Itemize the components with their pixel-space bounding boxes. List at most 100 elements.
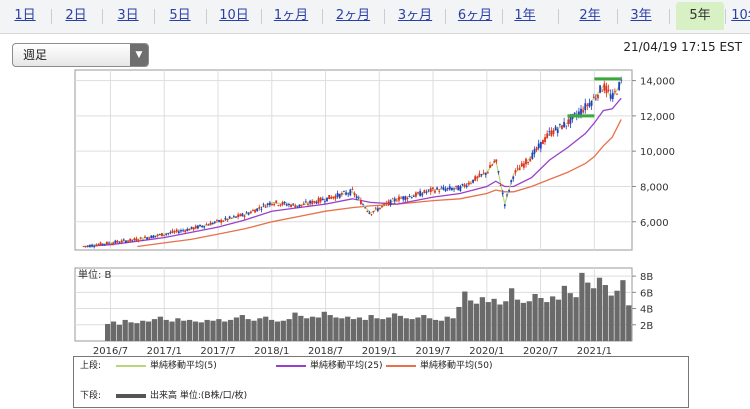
candle-body xyxy=(279,204,282,206)
candle-body xyxy=(510,180,513,182)
tab-3ヶ月[interactable]: 3ヶ月 xyxy=(397,8,433,23)
candle-body xyxy=(129,238,132,242)
volume-bar xyxy=(450,318,456,341)
candle-body xyxy=(133,238,136,240)
candle-body xyxy=(177,231,180,234)
x-tick-label: 2018/1 xyxy=(254,346,289,357)
tab-2日[interactable]: 2日 xyxy=(65,8,87,23)
volume-bar xyxy=(128,322,134,341)
candle-body xyxy=(89,245,91,248)
candle-body xyxy=(493,161,496,163)
dropdown-arrow-icon[interactable]: ▼ xyxy=(130,44,148,66)
candle-body xyxy=(578,111,580,116)
candle-body xyxy=(374,207,377,209)
candle-body xyxy=(427,189,430,191)
tab-5年[interactable]: 5年 xyxy=(676,2,724,30)
candle-body xyxy=(565,125,568,127)
volume-unit-label: 単位: B xyxy=(78,268,112,281)
volume-bar xyxy=(555,299,562,341)
x-tick-label: 2019/7 xyxy=(415,346,450,357)
candle-body xyxy=(385,203,388,205)
candle-body xyxy=(421,193,424,196)
candle-body xyxy=(338,193,341,198)
candle-body xyxy=(381,205,383,207)
candle-body xyxy=(243,215,246,218)
candle-body xyxy=(86,245,89,247)
legend-upper-label: 上段: xyxy=(80,361,102,371)
price-y-tick-label: 12,000 xyxy=(640,112,675,123)
candle-body xyxy=(503,204,506,207)
tab-1年[interactable]: 1年 xyxy=(514,8,536,23)
candle-body xyxy=(383,203,386,205)
candle-body xyxy=(266,203,269,205)
candle-body xyxy=(533,149,536,154)
volume-bar xyxy=(380,319,386,341)
candle-body xyxy=(239,214,242,217)
candle-body xyxy=(103,244,106,246)
candle-body xyxy=(480,174,483,175)
volume-bar xyxy=(561,285,567,341)
candle-body xyxy=(127,241,129,242)
candle-body xyxy=(137,240,140,242)
candle-body xyxy=(343,191,345,193)
candle-body xyxy=(613,90,616,92)
period-select[interactable]: 週足 ▼ xyxy=(12,43,149,67)
candle-body xyxy=(556,129,559,133)
price-y-tick-label: 8,000 xyxy=(640,182,669,193)
candle-body xyxy=(190,226,193,229)
volume-bar xyxy=(596,277,603,341)
candle-body xyxy=(97,244,100,246)
tab-2ヶ月[interactable]: 2ヶ月 xyxy=(335,8,371,23)
volume-bar xyxy=(151,319,158,341)
x-tick-label: 2019/1 xyxy=(362,346,397,357)
tab-6ヶ月[interactable]: 6ヶ月 xyxy=(457,8,493,23)
candle-body xyxy=(448,186,451,190)
volume-bar xyxy=(626,305,632,341)
tab-1日[interactable]: 1日 xyxy=(14,8,36,23)
volume-bar xyxy=(520,302,526,341)
candle-body xyxy=(139,237,142,239)
volume-bar xyxy=(585,282,591,341)
candle-body xyxy=(336,193,339,197)
candle-body xyxy=(362,204,364,206)
candle-body xyxy=(156,234,159,236)
candle-body xyxy=(482,172,485,174)
tab-10日[interactable]: 10日 xyxy=(219,8,249,23)
candle-body xyxy=(436,187,438,190)
volume-bar xyxy=(116,324,122,341)
candle-body xyxy=(573,112,576,115)
volume-bar xyxy=(532,293,538,341)
candle-body xyxy=(393,198,396,202)
candle-body xyxy=(95,245,98,247)
tab-3年[interactable]: 3年 xyxy=(630,8,652,23)
candle-body xyxy=(324,201,326,202)
tab-separator xyxy=(557,9,559,24)
candle-body xyxy=(180,230,182,232)
tab-3日[interactable]: 3日 xyxy=(117,8,139,23)
candle-body xyxy=(406,197,409,199)
tab-separator xyxy=(206,9,207,24)
volume-bar xyxy=(274,321,281,341)
candle-body xyxy=(298,204,301,207)
volume-bar xyxy=(263,316,269,341)
candle-body xyxy=(300,204,303,206)
volume-bar xyxy=(210,320,216,341)
tab-10年[interactable]: 10年 xyxy=(731,8,750,23)
volume-bar xyxy=(356,317,363,341)
tab-5日[interactable]: 5日 xyxy=(169,8,191,23)
volume-bar xyxy=(134,323,140,341)
candle-body xyxy=(116,240,119,243)
tab-2年[interactable]: 2年 xyxy=(579,8,601,23)
tab-separator xyxy=(260,9,262,24)
x-tick-label: 2020/1 xyxy=(469,346,504,357)
candle-body xyxy=(355,196,358,198)
candle-body xyxy=(486,171,489,173)
candle-body xyxy=(351,188,354,190)
candle-body xyxy=(465,185,468,188)
candle-body xyxy=(332,196,335,199)
candle-body xyxy=(484,172,487,175)
tab-1ヶ月[interactable]: 1ヶ月 xyxy=(273,8,309,23)
candle-body xyxy=(461,183,464,186)
candle-body xyxy=(184,230,187,232)
candle-body xyxy=(281,202,284,205)
